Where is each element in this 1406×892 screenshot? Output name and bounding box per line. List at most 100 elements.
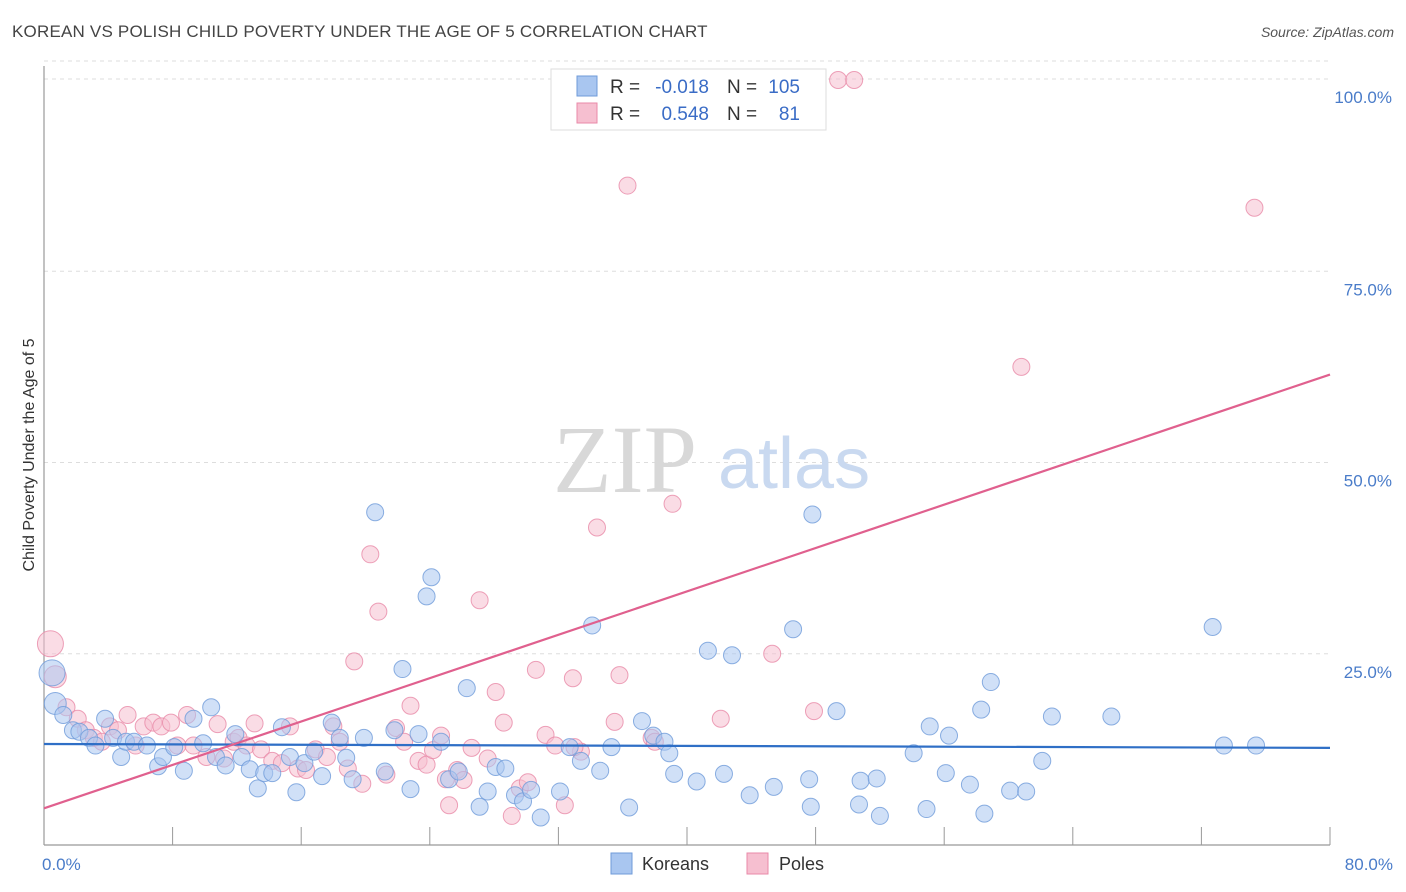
- korean-point: [591, 761, 610, 780]
- korean-point: [375, 762, 394, 781]
- korean-point: [551, 782, 570, 801]
- korean-point: [602, 738, 621, 757]
- y-tick-label: 100.0%: [1334, 88, 1392, 107]
- korean-point: [401, 780, 420, 799]
- korean-point: [975, 804, 994, 823]
- korean-point: [432, 732, 451, 751]
- y-axis-label: Child Poverty Under the Age of 5: [21, 338, 38, 571]
- korean-point: [417, 587, 436, 606]
- pole-point: [36, 630, 64, 658]
- korean-point: [54, 705, 73, 724]
- y-tick-label: 25.0%: [1344, 663, 1392, 682]
- pole-point: [845, 71, 864, 89]
- korean-point: [343, 770, 362, 789]
- legend: R = -0.018 N = 105 R = 0.548 N = 81: [550, 68, 827, 131]
- pole-point: [345, 652, 364, 671]
- chart-title: KOREAN VS POLISH CHILD POVERTY UNDER THE…: [12, 22, 708, 41]
- pole-point: [804, 702, 823, 721]
- y-tick-label: 50.0%: [1344, 472, 1392, 491]
- korean-point: [940, 726, 959, 745]
- korean-point: [305, 742, 324, 761]
- korean-point: [917, 800, 936, 819]
- korean-point: [904, 744, 923, 763]
- korean-point: [337, 748, 356, 767]
- pole-point: [440, 796, 459, 815]
- korean-point: [867, 769, 886, 788]
- korean-point: [165, 738, 184, 757]
- pole-point: [118, 705, 137, 724]
- korean-point: [1102, 707, 1121, 726]
- watermark: ZIP atlas: [553, 406, 870, 513]
- legend-r-value-poles: 0.548: [661, 104, 709, 125]
- korean-point: [870, 806, 889, 825]
- korean-point: [449, 762, 468, 781]
- korean-point: [202, 698, 221, 717]
- legend-n-value-poles: 81: [779, 104, 800, 125]
- x-tick-label: 80.0%: [1345, 855, 1393, 874]
- korean-point: [801, 797, 820, 816]
- korean-point: [248, 779, 267, 798]
- korean-point: [972, 700, 991, 719]
- korean-point: [531, 808, 550, 827]
- korean-point: [1017, 782, 1036, 801]
- bottom-legend-koreans: Koreans: [642, 854, 709, 874]
- legend-n-label-poles: N =: [727, 104, 757, 125]
- korean-point: [764, 777, 783, 796]
- pole-point: [526, 660, 545, 679]
- korean-point: [422, 568, 441, 587]
- korean-point: [698, 641, 717, 660]
- korean-point: [313, 767, 332, 786]
- korean-point: [784, 620, 803, 639]
- pole-point: [1012, 357, 1031, 376]
- korean-point: [850, 795, 869, 814]
- korean-point: [936, 764, 955, 783]
- korean-point: [295, 754, 314, 773]
- korean-point: [86, 736, 105, 755]
- bottom-legend: Koreans Poles: [610, 852, 824, 875]
- korean-point: [366, 503, 385, 522]
- korean-point: [740, 786, 759, 805]
- korean-point: [496, 759, 515, 778]
- pole-point: [563, 669, 582, 688]
- korean-point: [457, 679, 476, 698]
- korean-point: [827, 702, 846, 721]
- korean-point: [322, 713, 341, 732]
- pole-point: [587, 518, 606, 537]
- korean-point: [96, 709, 115, 728]
- korean-point: [1214, 736, 1233, 755]
- pole-point: [161, 713, 180, 732]
- pole-point: [1245, 198, 1264, 217]
- pole-point: [486, 683, 505, 701]
- korean-point: [354, 728, 373, 747]
- korean-point: [409, 725, 428, 744]
- korean-point: [560, 738, 579, 757]
- pole-point: [470, 591, 489, 610]
- pole-point: [605, 712, 624, 731]
- pole-point: [829, 71, 848, 89]
- korean-point: [660, 744, 679, 763]
- korean-point: [287, 783, 306, 802]
- koreans-trendline: [43, 742, 1331, 749]
- pole-point: [462, 738, 481, 757]
- korean-point: [960, 775, 979, 794]
- pole-point: [618, 176, 637, 195]
- pole-point: [502, 806, 521, 825]
- korean-point: [800, 770, 819, 789]
- poles-trendline: [43, 373, 1331, 810]
- pole-point: [361, 545, 380, 564]
- korean-point: [393, 660, 412, 679]
- pole-point: [245, 714, 264, 733]
- korean-point: [153, 748, 172, 767]
- korean-point: [226, 725, 245, 744]
- korean-point: [216, 756, 235, 775]
- korean-point: [330, 728, 349, 747]
- korean-point: [522, 780, 541, 799]
- pole-point: [208, 715, 227, 734]
- bottom-legend-poles: Poles: [779, 854, 824, 874]
- korean-point: [194, 734, 213, 753]
- korean-point: [981, 673, 1000, 692]
- korean-point: [920, 717, 939, 736]
- legend-r-label-koreans: R =: [610, 77, 640, 98]
- korean-point: [1203, 617, 1222, 636]
- pole-point: [401, 696, 420, 715]
